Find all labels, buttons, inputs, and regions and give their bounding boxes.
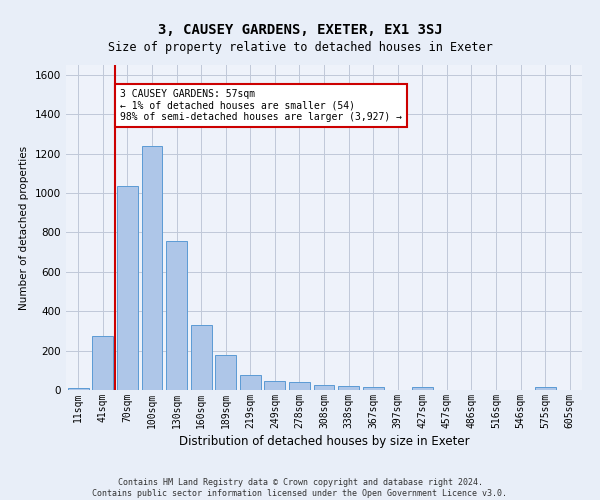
X-axis label: Distribution of detached houses by size in Exeter: Distribution of detached houses by size … <box>179 435 469 448</box>
Bar <box>412 387 433 390</box>
Bar <box>166 242 187 390</box>
Y-axis label: Number of detached properties: Number of detached properties <box>19 146 29 310</box>
Bar <box>215 354 236 390</box>
Bar <box>265 381 286 390</box>
Bar <box>362 387 383 390</box>
Text: 3, CAUSEY GARDENS, EXETER, EX1 3SJ: 3, CAUSEY GARDENS, EXETER, EX1 3SJ <box>158 22 442 36</box>
Bar <box>314 385 334 390</box>
Bar <box>142 146 163 390</box>
Text: Size of property relative to detached houses in Exeter: Size of property relative to detached ho… <box>107 41 493 54</box>
Bar <box>289 382 310 390</box>
Text: Contains HM Land Registry data © Crown copyright and database right 2024.
Contai: Contains HM Land Registry data © Crown c… <box>92 478 508 498</box>
Bar <box>338 386 359 390</box>
Bar <box>191 325 212 390</box>
Text: 3 CAUSEY GARDENS: 57sqm
← 1% of detached houses are smaller (54)
98% of semi-det: 3 CAUSEY GARDENS: 57sqm ← 1% of detached… <box>120 88 402 122</box>
Bar <box>68 388 89 390</box>
Bar <box>240 375 261 390</box>
Bar <box>92 336 113 390</box>
Bar <box>117 186 138 390</box>
Bar <box>535 387 556 390</box>
